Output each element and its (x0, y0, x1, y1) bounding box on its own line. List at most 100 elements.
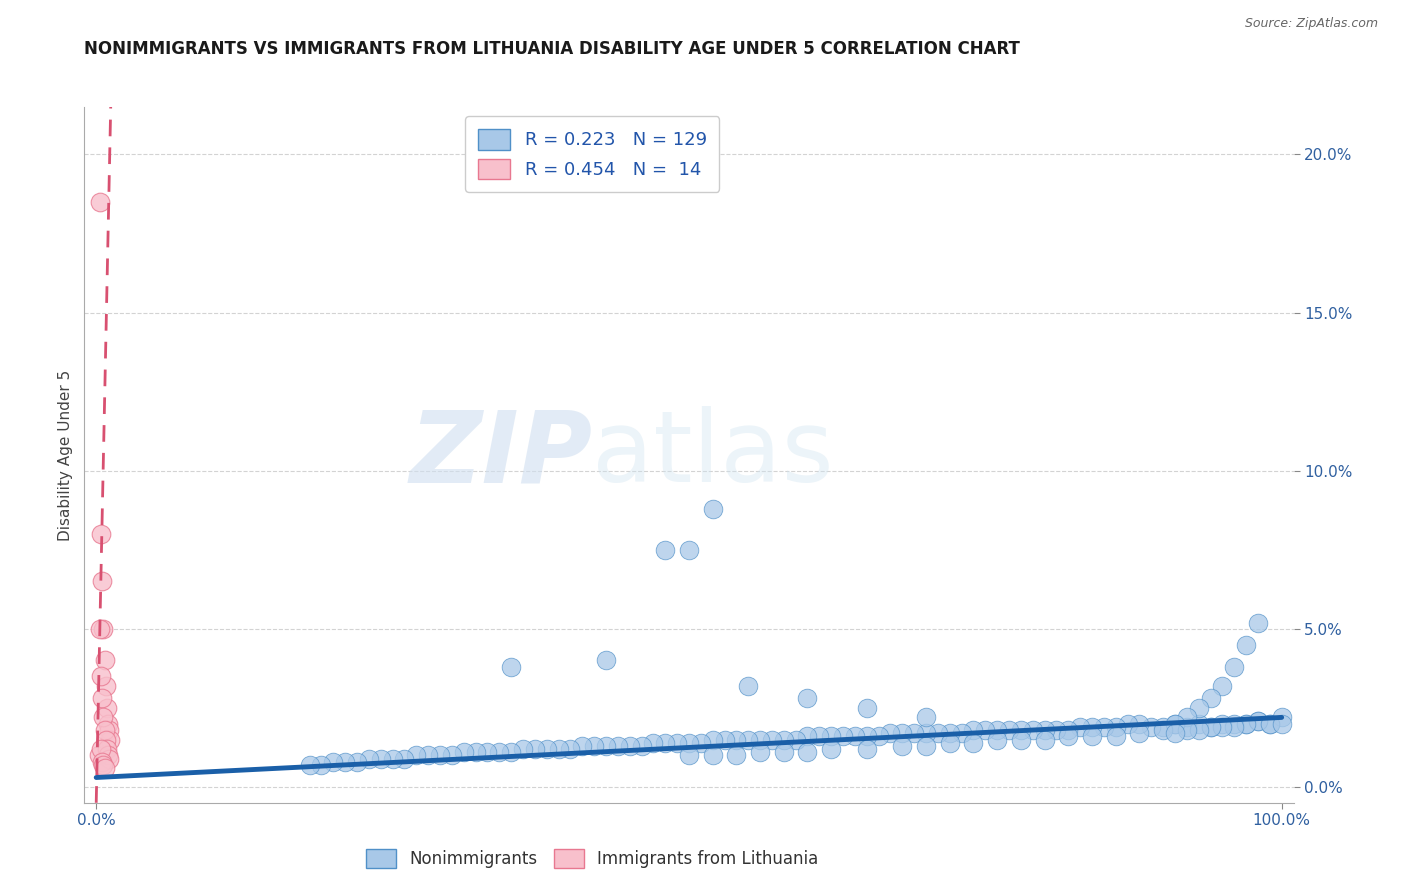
Point (879, 726, 901, 740)
Point (501, 745, 523, 759)
Point (654, 542, 676, 557)
Text: NONIMMIGRANTS VS IMMIGRANTS FROM LITHUANIA DISABILITY AGE UNDER 5 CORRELATION CH: NONIMMIGRANTS VS IMMIGRANTS FROM LITHUAN… (84, 40, 1021, 58)
Point (1199, 691, 1222, 706)
Point (962, 723, 984, 737)
Point (1105, 730, 1128, 744)
Point (370, 751, 392, 765)
Point (1116, 716, 1139, 731)
Point (1033, 732, 1056, 747)
Point (1164, 716, 1187, 731)
Point (974, 723, 997, 737)
Point (1234, 716, 1257, 731)
Point (725, 748, 748, 763)
Point (394, 751, 416, 765)
Point (1152, 720, 1174, 734)
Point (311, 757, 333, 772)
Point (1022, 723, 1045, 737)
Point (333, 755, 356, 769)
Point (1211, 720, 1233, 734)
Point (643, 736, 665, 750)
Point (962, 736, 984, 750)
Point (89, 622, 111, 636)
Point (90, 669, 112, 683)
Point (93, 723, 115, 737)
Y-axis label: Disability Age Under 5: Disability Age Under 5 (58, 369, 73, 541)
Point (523, 742, 546, 756)
Point (98, 723, 121, 737)
Point (725, 732, 748, 747)
Point (93, 653, 115, 667)
Point (1223, 660, 1246, 674)
Point (322, 755, 344, 769)
Point (1234, 638, 1257, 652)
Point (90, 527, 112, 541)
Point (998, 723, 1021, 737)
Point (749, 732, 772, 747)
Point (536, 742, 558, 756)
Point (689, 736, 711, 750)
Point (90, 742, 112, 756)
Point (87, 748, 110, 763)
Text: ZIP: ZIP (409, 407, 592, 503)
Point (1258, 716, 1281, 731)
Point (785, 732, 807, 747)
Point (938, 726, 960, 740)
Point (678, 748, 700, 763)
Point (702, 501, 724, 516)
Point (1152, 723, 1174, 737)
Point (820, 730, 842, 744)
Point (702, 748, 724, 763)
Point (938, 736, 960, 750)
Point (678, 736, 700, 750)
Point (1128, 716, 1150, 731)
Point (91, 622, 114, 636)
Point (1092, 720, 1115, 734)
Point (1271, 716, 1294, 731)
Point (986, 723, 1008, 737)
Point (654, 736, 676, 750)
Point (844, 730, 866, 744)
Point (772, 745, 794, 759)
Point (749, 745, 772, 759)
Point (97, 716, 120, 731)
Point (1234, 716, 1257, 731)
Point (1258, 716, 1281, 731)
Point (820, 742, 842, 756)
Point (91, 755, 114, 769)
Point (298, 757, 321, 772)
Point (1175, 723, 1198, 737)
Point (453, 745, 475, 759)
Point (418, 748, 440, 763)
Point (1211, 716, 1233, 731)
Point (98, 751, 121, 765)
Point (1175, 710, 1198, 724)
Point (96, 701, 118, 715)
Point (1105, 720, 1128, 734)
Point (1199, 720, 1222, 734)
Point (1081, 730, 1104, 744)
Point (868, 730, 890, 744)
Point (808, 730, 831, 744)
Point (1057, 723, 1080, 737)
Point (89, 194, 111, 209)
Point (100, 732, 122, 747)
Point (1057, 730, 1080, 744)
Point (713, 732, 735, 747)
Point (915, 739, 938, 753)
Point (1247, 714, 1270, 728)
Point (1081, 720, 1104, 734)
Legend: Nonimmigrants, Immigrants from Lithuania: Nonimmigrants, Immigrants from Lithuania (356, 838, 828, 878)
Point (405, 748, 427, 763)
Point (1175, 720, 1198, 734)
Point (772, 732, 794, 747)
Point (346, 755, 368, 769)
Point (512, 742, 534, 756)
Point (891, 739, 914, 753)
Point (737, 679, 759, 693)
Point (96, 742, 118, 756)
Point (1128, 726, 1150, 740)
Point (488, 745, 510, 759)
Point (855, 701, 877, 715)
Point (950, 726, 973, 740)
Point (583, 739, 606, 753)
